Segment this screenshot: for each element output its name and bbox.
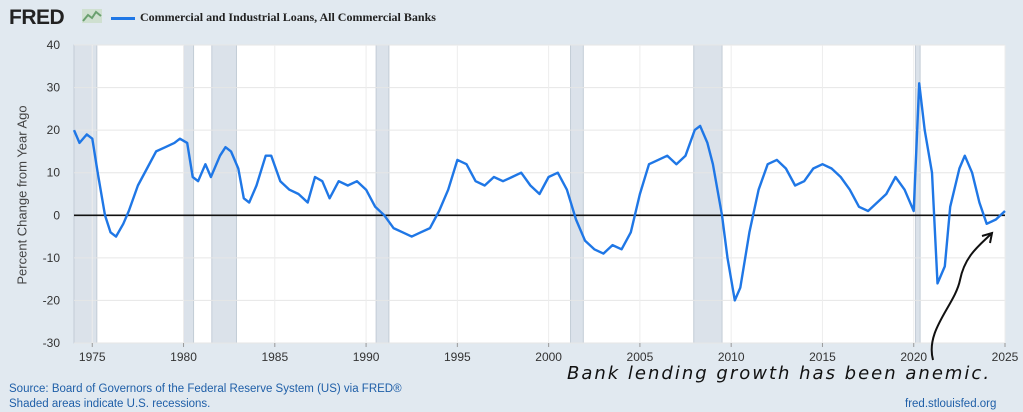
fred-logo[interactable]: FRED [9,6,65,29]
recession-band-4 [570,44,584,344]
recession-band-1 [183,44,195,344]
recession-note[interactable]: Shaded areas indicate U.S. recessions. [9,398,211,410]
x-tick-label: 1995 [444,350,471,364]
y-tick-label: 10 [47,166,61,180]
y-tick-label: -30 [43,336,61,350]
x-tick-label: 2020 [900,350,927,364]
y-tick-label: 30 [47,81,61,95]
x-tick-label: 2000 [535,350,562,364]
recession-band-0 [73,44,98,344]
y-tick-label: 0 [53,208,60,222]
y-axis-label: Percent Change from Year Ago [14,105,30,285]
annotation-arrow [930,231,994,361]
handwritten-annotation: Bank lending growth has been anemic. [567,363,992,384]
x-tick-label: 1975 [79,350,106,364]
x-tick-label: 2015 [809,350,836,364]
source-note[interactable]: Source: Board of Governors of the Federa… [9,383,402,395]
header: FRED Commercial and Industrial Loans, Al… [0,0,1023,36]
x-tick-label: 2005 [627,350,654,364]
series-line-0 [72,82,1006,302]
x-tick-label: 2025 [992,350,1019,364]
legend-label: Commercial and Industrial Loans, All Com… [140,10,436,24]
legend-swatch [111,17,135,20]
site-url[interactable]: fred.stlouisfed.org [905,398,997,410]
recession-band-3 [375,44,390,344]
x-tick-label: 1985 [261,350,288,364]
y-tick-label: -20 [43,293,61,307]
recession-band-2 [211,44,237,344]
x-tick-label: 1980 [170,350,197,364]
x-tick-label: 1990 [353,350,380,364]
y-tick-label: -10 [43,251,61,265]
chart-line-icon [82,9,102,23]
x-tick-label: 2010 [718,350,745,364]
y-tick-label: 20 [47,123,61,137]
y-tick-label: 40 [47,38,61,52]
